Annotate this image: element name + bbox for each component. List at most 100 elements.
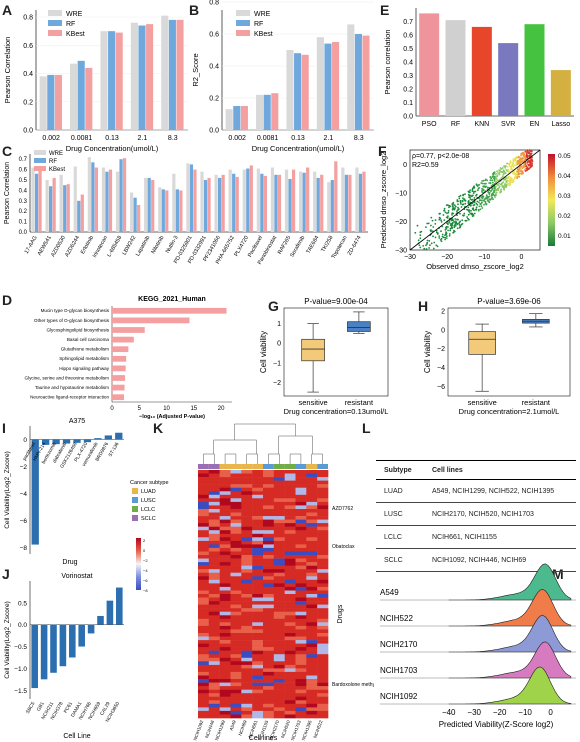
legend-swatch (48, 10, 62, 16)
x-tick-label: L-685458 (106, 235, 123, 258)
scatter-point (511, 163, 514, 166)
heatmap-cell (317, 523, 329, 527)
bar (165, 190, 169, 232)
scatter-point (469, 201, 471, 204)
heatmap-cell (284, 594, 296, 598)
heatmap-cell (241, 555, 253, 559)
heatmap-cell (284, 714, 296, 719)
heatmap-cell (252, 480, 264, 485)
heatmap-cell (263, 640, 275, 644)
heatmap-cell (241, 533, 253, 538)
bar (112, 317, 190, 324)
x-tick-label: 20 (218, 406, 225, 412)
bar (235, 176, 239, 232)
scatter-point (480, 202, 483, 205)
scatter-point (443, 219, 446, 221)
scatter-point (458, 208, 460, 210)
heatmap-cell (219, 505, 231, 510)
heatmap-cell (295, 594, 307, 598)
heatmap-cell (208, 650, 220, 655)
bar (112, 346, 129, 353)
scatter-point (521, 172, 523, 175)
scatter-point (475, 202, 478, 205)
heatmap-cell (208, 537, 220, 542)
heatmap-cell (306, 650, 318, 655)
scatter-point (512, 165, 515, 168)
heatmap-cell (198, 562, 210, 566)
category-label: Mucin type O-glycan biosynthesis (41, 308, 110, 313)
heatmap-cell (295, 583, 307, 588)
heatmap-cell (263, 654, 275, 659)
heatmap-cell (284, 491, 296, 496)
heatmap-cell (241, 537, 253, 542)
scatter-point (417, 239, 420, 242)
x-axis-label: Observed dmso_zscore_log2 (426, 262, 524, 271)
y-tick-label: 0.1 (403, 100, 413, 107)
heatmap-cell (219, 537, 231, 542)
heatmap-cell (198, 537, 210, 542)
heatmap-cell (284, 523, 296, 527)
heatmap-cell (295, 668, 307, 673)
scatter-point (500, 188, 503, 191)
bar (189, 164, 194, 232)
scatter-point (453, 226, 456, 229)
scatter-point (423, 247, 426, 250)
heatmap-cell (295, 657, 307, 662)
scatter-point (434, 223, 437, 225)
heatmap-cell (306, 477, 318, 481)
heatmap-cell (306, 633, 318, 637)
heatmap-cell (317, 558, 329, 563)
scatter-point (524, 168, 526, 171)
y-tick-label: 1 (277, 321, 281, 328)
scatter-point (509, 160, 512, 163)
heatmap-cell (317, 671, 329, 676)
y-tick-label: 0 (23, 437, 27, 444)
heatmap-cell (252, 636, 264, 641)
heatmap-cell (252, 509, 264, 513)
scatter-point (444, 211, 447, 214)
scatter-point (436, 233, 439, 235)
scatter-point (481, 191, 483, 193)
heatmap-cell (284, 689, 296, 694)
scatter-point (434, 236, 437, 239)
scatter-point (520, 166, 522, 168)
heatmap-cell (306, 682, 318, 687)
bar (112, 394, 124, 401)
legend-swatch (132, 497, 138, 503)
scatter-point (500, 177, 503, 179)
colorbar (136, 538, 141, 590)
heatmap-cell (273, 509, 285, 513)
bar (286, 50, 294, 130)
bar (233, 106, 241, 130)
box (347, 321, 371, 332)
scatter-point (500, 171, 503, 173)
heatmap-cell (230, 611, 242, 616)
heatmap-cell (208, 533, 220, 538)
heatmap-cell (306, 572, 318, 577)
y-tick-label: −4 (437, 365, 445, 372)
scatter-point (493, 189, 495, 192)
scatter-point (459, 194, 462, 197)
x-tick-label: −10 (518, 708, 532, 717)
header-subtype: Subtype (384, 466, 412, 474)
scatter-point (459, 201, 462, 204)
heatmap-cell (306, 601, 318, 605)
scatter-point (474, 208, 477, 211)
bar (260, 173, 264, 232)
heatmap-cell (284, 572, 296, 577)
scatter-point (523, 154, 526, 157)
y-tick-label: 0.0 (18, 622, 27, 629)
subtype-cell (208, 464, 220, 469)
heatmap-cell (241, 710, 253, 715)
heatmap-cell (284, 664, 296, 669)
heatmap-cell (230, 590, 242, 595)
heatmap-cell (273, 586, 285, 591)
heatmap-cell (284, 679, 296, 683)
scatter-point (441, 233, 444, 236)
heatmap-cell (198, 703, 210, 708)
x-tick-label: 17-AAG (24, 235, 39, 255)
heatmap-cell (273, 477, 285, 481)
